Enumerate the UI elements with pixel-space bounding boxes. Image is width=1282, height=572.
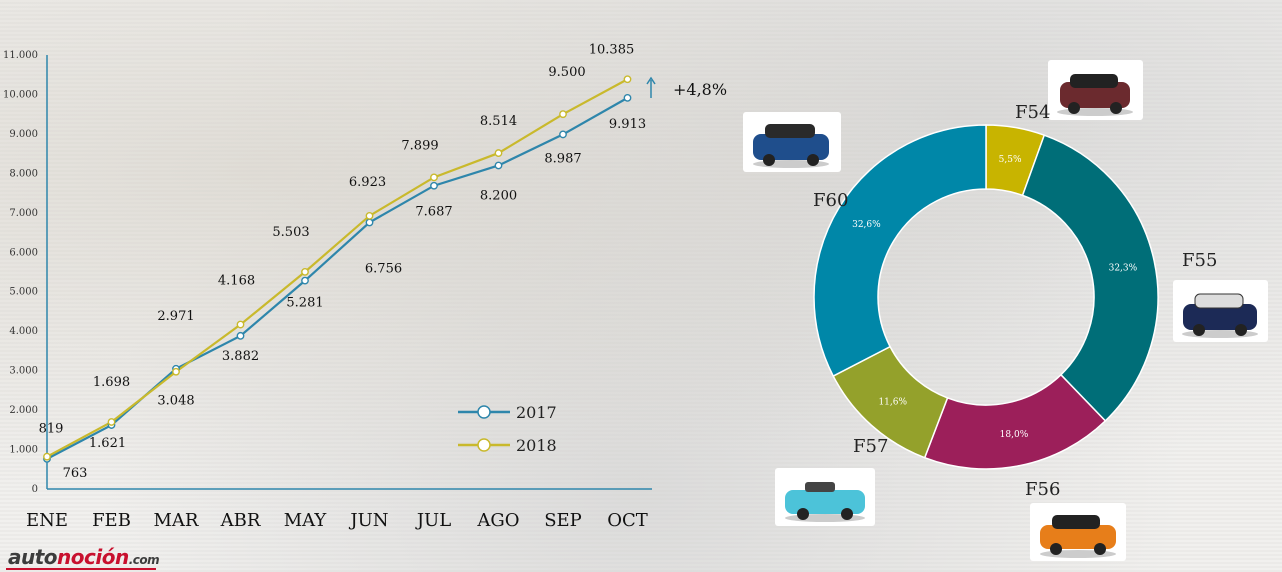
data-label-2017: 7.687 xyxy=(415,205,452,220)
data-label-2018: 819 xyxy=(39,422,64,437)
x-tick-label: JUN xyxy=(348,510,388,531)
donut-chart: 5,5% 32,3% 18,0% 11,6% 32,6% F54 F55 F56 F57 F60 xyxy=(813,102,1217,500)
legend-marker-2017 xyxy=(477,405,491,419)
x-tick-label: FEB xyxy=(92,510,131,531)
slice-percent-label: 32,6% xyxy=(852,220,881,230)
car-f60-icon xyxy=(743,112,841,172)
x-tick-label: ABR xyxy=(220,510,261,531)
y-tick-label: 9.000 xyxy=(9,129,38,140)
data-label-2018: 10.385 xyxy=(589,42,635,57)
logo-part-3: .com xyxy=(128,553,160,567)
y-tick-label: 3.000 xyxy=(9,366,38,377)
car-f55-icon xyxy=(1173,280,1268,342)
x-tick-label: MAR xyxy=(154,510,199,531)
line-chart: 0 1.000 2.000 3.000 4.000 5.000 6.000 7.000 8.00… xyxy=(3,42,727,531)
legend-label-2017: 2017 xyxy=(516,403,557,422)
y-tick-label: 11.000 xyxy=(3,50,38,61)
data-point-2018 xyxy=(107,418,116,426)
data-label-2017: 8.200 xyxy=(480,188,517,203)
data-point-2017 xyxy=(494,161,503,170)
data-label-2017: 5.281 xyxy=(286,296,323,311)
data-label-2018: 2.971 xyxy=(157,309,194,324)
data-label-2018: 6.923 xyxy=(349,175,386,190)
data-label-2017: 6.756 xyxy=(365,261,402,276)
data-point-2017 xyxy=(236,331,245,340)
car-f54-icon xyxy=(1048,60,1143,120)
site-logo: autonoción.com xyxy=(8,545,160,571)
data-point-2018 xyxy=(236,320,245,329)
data-label-2018: 8.514 xyxy=(480,114,517,129)
data-point-2018 xyxy=(494,149,503,157)
y-tick-label: 5.000 xyxy=(9,287,38,298)
data-point-2018 xyxy=(623,75,632,84)
x-tick-label: AGO xyxy=(476,510,519,531)
y-tick-label: 7.000 xyxy=(9,208,38,219)
data-point-2017 xyxy=(623,93,632,102)
y-tick-label: 8.000 xyxy=(9,168,38,179)
x-tick-label: MAY xyxy=(284,510,328,531)
slice-name-label: F60 xyxy=(813,190,848,211)
x-tick-label: ENE xyxy=(26,510,68,531)
data-point-2018 xyxy=(301,267,309,276)
data-point-2017 xyxy=(559,130,567,139)
y-tick-label: 6.000 xyxy=(9,247,38,258)
data-label-2017: 1.621 xyxy=(89,436,126,451)
legend-marker-2018 xyxy=(477,438,491,452)
slice-percent-label: 11,6% xyxy=(878,397,907,407)
delta-label: +4,8% xyxy=(673,80,727,99)
data-point-2018 xyxy=(430,173,438,182)
data-point-2018 xyxy=(172,367,180,376)
data-label-2018: 1.698 xyxy=(93,375,130,390)
data-point-2017 xyxy=(430,181,438,190)
x-tick-label: OCT xyxy=(607,510,648,531)
logo-part-1: auto xyxy=(8,545,58,569)
y-tick-label: 2.000 xyxy=(9,405,38,416)
data-label-2018: 4.168 xyxy=(218,274,255,289)
data-point-2018 xyxy=(559,110,567,119)
up-arrow-head-icon xyxy=(646,76,656,85)
slice-percent-label: 32,3% xyxy=(1109,264,1138,274)
donut-slice-f60 xyxy=(813,124,987,378)
slice-name-label: F56 xyxy=(1025,479,1060,500)
x-tick-label: JUL xyxy=(415,510,451,531)
logo-underline xyxy=(6,568,156,570)
data-label-2017: 3.882 xyxy=(222,349,259,364)
data-point-2018 xyxy=(43,452,51,461)
legend: 2017 2018 xyxy=(458,403,557,455)
x-tick-label: SEP xyxy=(544,510,582,531)
donut-slice-f55 xyxy=(1021,134,1159,422)
data-label-2017: 3.048 xyxy=(157,394,194,409)
delta-annotation: +4,8% xyxy=(646,76,727,99)
data-label-2018: 5.503 xyxy=(272,225,309,240)
slice-name-label: F55 xyxy=(1182,250,1217,271)
legend-label-2018: 2018 xyxy=(516,436,557,455)
data-point-2017 xyxy=(365,218,374,227)
y-tick-label: 1.000 xyxy=(9,445,38,456)
y-tick-label: 4.000 xyxy=(9,326,38,337)
series-line-2018 xyxy=(46,78,629,458)
slice-percent-label: 18,0% xyxy=(1000,430,1029,440)
data-label-2017: 8.987 xyxy=(544,151,581,166)
y-tick-label: 0 xyxy=(32,484,38,495)
data-label-2018: 9.500 xyxy=(548,65,585,80)
slice-percent-label: 5,5% xyxy=(999,155,1022,165)
data-point-2017 xyxy=(301,276,309,285)
car-f57-icon xyxy=(775,468,875,526)
slice-name-label: F54 xyxy=(1015,102,1050,123)
logo-part-2: noción xyxy=(57,545,129,569)
data-label-2017: 763 xyxy=(63,466,88,481)
y-tick-label: 10.000 xyxy=(3,89,38,100)
data-point-2018 xyxy=(365,211,374,220)
data-label-2017: 9.913 xyxy=(609,117,646,132)
slice-name-label: F57 xyxy=(853,436,888,457)
car-f56-icon xyxy=(1030,503,1126,561)
data-label-2018: 7.899 xyxy=(401,138,438,153)
